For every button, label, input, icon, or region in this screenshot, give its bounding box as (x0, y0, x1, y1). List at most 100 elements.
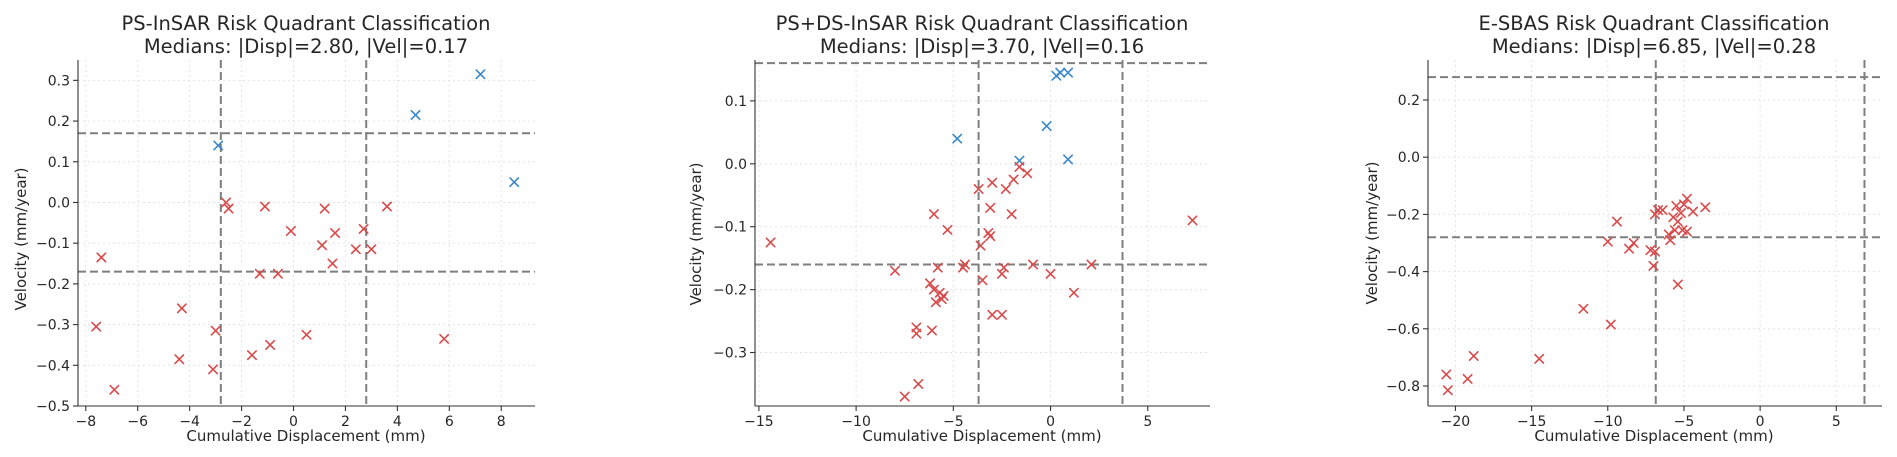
data-point (913, 378, 924, 389)
data-point (1468, 350, 1479, 361)
data-point (1669, 225, 1680, 236)
y-tick-label: −0.6 (1386, 322, 1420, 338)
data-point (1602, 236, 1613, 247)
data-point (1628, 238, 1639, 249)
data-point (998, 262, 1009, 273)
data-point (1605, 319, 1616, 330)
y-axis-label: Velocity (mm/year) (687, 162, 705, 305)
y-tick-label: 0.1 (725, 94, 747, 110)
data-point (924, 278, 936, 289)
data-point (475, 69, 486, 80)
data-point (765, 237, 776, 248)
x-tick-label: −2 (231, 414, 252, 430)
data-point (928, 284, 939, 295)
data-point (1700, 202, 1711, 213)
data-point (213, 140, 224, 151)
data-point (1650, 209, 1660, 220)
chart-subtitle: Medians: |Disp|=2.80, |Vel|=0.17 (144, 35, 468, 58)
data-point (176, 303, 187, 314)
y-tick-label: −0.5 (36, 399, 70, 415)
data-point (996, 309, 1007, 320)
x-axis-label: Cumulative Displacement (mm) (186, 427, 425, 445)
data-point (889, 265, 901, 276)
data-point (410, 109, 421, 120)
data-point (1008, 174, 1019, 185)
data-point (301, 329, 312, 340)
y-tick-label: −0.3 (713, 346, 747, 362)
data-point (1624, 243, 1635, 254)
chart-e-sbas: E-SBAS Risk Quadrant Classification Medi… (1363, 12, 1882, 445)
data-point (1028, 259, 1039, 270)
data-point (987, 309, 998, 320)
data-point (327, 258, 338, 269)
data-point (930, 297, 941, 308)
data-point (942, 224, 953, 235)
data-point (1045, 268, 1056, 279)
x-tick-label: 5 (1143, 414, 1152, 430)
data-point (1000, 183, 1011, 194)
x-tick-label: 0 (289, 414, 298, 430)
y-tick-label: 0.3 (48, 73, 70, 89)
x-tick-label: 2 (341, 414, 350, 430)
data-point (366, 244, 377, 255)
chart-subtitle: Medians: |Disp|=6.85, |Vel|=0.28 (1492, 35, 1816, 58)
data-point (911, 328, 922, 339)
y-tick-label: −0.2 (713, 283, 747, 299)
data-point (1086, 259, 1097, 270)
x-tick-label: 0 (1756, 414, 1765, 430)
x-tick-label: −15 (744, 414, 774, 430)
data-point (987, 177, 998, 188)
y-tick-label: −0.1 (36, 236, 70, 252)
y-tick-label: −0.4 (36, 358, 70, 374)
data-point (1187, 215, 1198, 226)
data-point (1678, 199, 1689, 210)
data-point (358, 223, 369, 234)
data-point (319, 203, 330, 214)
x-tick-label: 0 (1046, 414, 1055, 430)
data-point (1672, 279, 1683, 290)
data-point (1650, 246, 1660, 257)
x-tick-label: 8 (497, 414, 506, 430)
x-tick-label: −10 (1593, 414, 1623, 430)
chart-title: PS+DS-InSAR Risk Quadrant Classification (776, 12, 1189, 35)
x-tick-label: 6 (445, 414, 454, 430)
data-point (223, 203, 234, 214)
data-point (1068, 287, 1079, 298)
x-tick-label: −6 (127, 414, 148, 430)
data-point (1063, 67, 1074, 78)
y-tick-label: 0.0 (48, 195, 70, 211)
data-point (932, 262, 943, 273)
data-point (246, 350, 257, 361)
x-tick-label: −20 (1441, 414, 1471, 430)
data-point (926, 325, 937, 336)
x-tick-label: 5 (1832, 414, 1841, 430)
data-point (1442, 385, 1453, 396)
data-point (1672, 216, 1683, 227)
data-point (1663, 229, 1674, 240)
data-point (272, 268, 283, 279)
y-tick-label: −0.8 (1386, 379, 1420, 395)
data-point (952, 133, 963, 144)
data-point (1534, 353, 1545, 364)
chart-subtitle: Medians: |Disp|=3.70, |Vel|=0.16 (820, 35, 1144, 58)
data-point (959, 259, 971, 270)
data-point (985, 202, 996, 213)
x-tick-label: −15 (1517, 414, 1547, 430)
data-point (174, 354, 185, 365)
y-tick-label: 0.2 (1398, 93, 1420, 109)
y-tick-label: −0.2 (1386, 207, 1420, 223)
y-tick-label: −0.3 (36, 318, 70, 334)
data-point (221, 197, 232, 208)
y-tick-label: −0.2 (36, 277, 70, 293)
x-axis-label: Cumulative Displacement (mm) (862, 427, 1101, 445)
data-point (210, 325, 221, 336)
data-point (317, 240, 328, 251)
data-point (1041, 121, 1052, 132)
data-point (1014, 161, 1025, 172)
y-tick-label: 0.0 (725, 157, 747, 173)
data-point (109, 384, 120, 395)
y-tick-label: −0.4 (1386, 265, 1420, 281)
y-axis-label: Velocity (mm/year) (12, 167, 30, 310)
x-tick-label: −5 (943, 414, 964, 430)
data-point (1055, 67, 1066, 78)
